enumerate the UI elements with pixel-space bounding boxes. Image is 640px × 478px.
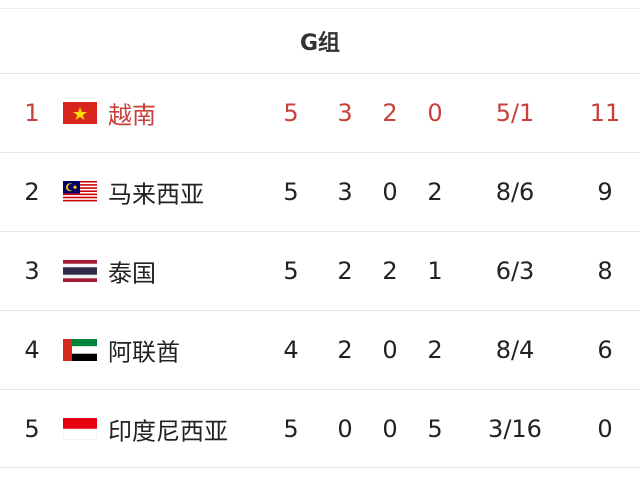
malaysia-flag-icon bbox=[63, 181, 97, 203]
divider bbox=[0, 8, 640, 9]
thailand-flag-icon bbox=[63, 260, 97, 282]
drawn-cell: 2 bbox=[382, 257, 398, 285]
drawn-cell: 0 bbox=[382, 178, 398, 206]
team-name[interactable]: 马来西亚 bbox=[108, 180, 204, 209]
lost-cell: 1 bbox=[427, 257, 443, 285]
rank: 2 bbox=[24, 178, 40, 206]
drawn-cell: 2 bbox=[382, 99, 398, 127]
team-name[interactable]: 越南 bbox=[108, 101, 156, 130]
uae-flag-icon bbox=[63, 339, 97, 361]
won-cell: 0 bbox=[337, 415, 353, 443]
goals-cell: 8/4 bbox=[495, 336, 535, 364]
points-cell: 11 bbox=[589, 99, 621, 127]
table-row[interactable]: 2 马来西亚 5 3 0 2 8/6 9 bbox=[0, 152, 640, 231]
team-name[interactable]: 阿联酋 bbox=[108, 338, 180, 367]
rank: 3 bbox=[24, 257, 40, 285]
points-cell: 6 bbox=[597, 336, 613, 364]
goals-cell: 5/1 bbox=[495, 99, 535, 127]
table-row[interactable]: 1 越南 5 3 2 0 5/1 11 bbox=[0, 73, 640, 152]
drawn-cell: 0 bbox=[382, 336, 398, 364]
team-name[interactable]: 印度尼西亚 bbox=[108, 417, 228, 446]
rank: 5 bbox=[24, 415, 40, 443]
vietnam-flag-icon bbox=[63, 102, 97, 124]
table-row[interactable]: 3 泰国 5 2 2 1 6/3 8 bbox=[0, 231, 640, 310]
goals-cell: 3/16 bbox=[488, 415, 542, 443]
lost-cell: 5 bbox=[427, 415, 443, 443]
won-cell: 2 bbox=[337, 336, 353, 364]
points-cell: 0 bbox=[597, 415, 613, 443]
played-cell: 5 bbox=[283, 257, 299, 285]
played-cell: 4 bbox=[283, 336, 299, 364]
table-row[interactable]: 5 印度尼西亚 5 0 0 5 3/16 0 bbox=[0, 389, 640, 468]
goals-cell: 6/3 bbox=[495, 257, 535, 285]
lost-cell: 0 bbox=[427, 99, 443, 127]
points-cell: 8 bbox=[597, 257, 613, 285]
played-cell: 5 bbox=[283, 178, 299, 206]
goals-cell: 8/6 bbox=[495, 178, 535, 206]
indonesia-flag-icon bbox=[62, 418, 98, 441]
drawn-cell: 0 bbox=[382, 415, 398, 443]
points-cell: 9 bbox=[597, 178, 613, 206]
group-title: G组 bbox=[299, 31, 341, 56]
played-cell: 5 bbox=[283, 415, 299, 443]
played-cell: 5 bbox=[283, 99, 299, 127]
won-cell: 2 bbox=[337, 257, 353, 285]
won-cell: 3 bbox=[337, 178, 353, 206]
lost-cell: 2 bbox=[427, 178, 443, 206]
divider bbox=[0, 467, 640, 468]
table-row[interactable]: 4 阿联酋 4 2 0 2 8/4 6 bbox=[0, 310, 640, 389]
lost-cell: 2 bbox=[427, 336, 443, 364]
rank: 4 bbox=[24, 336, 40, 364]
rank: 1 bbox=[24, 99, 40, 127]
won-cell: 3 bbox=[337, 99, 353, 127]
team-name[interactable]: 泰国 bbox=[108, 259, 156, 288]
